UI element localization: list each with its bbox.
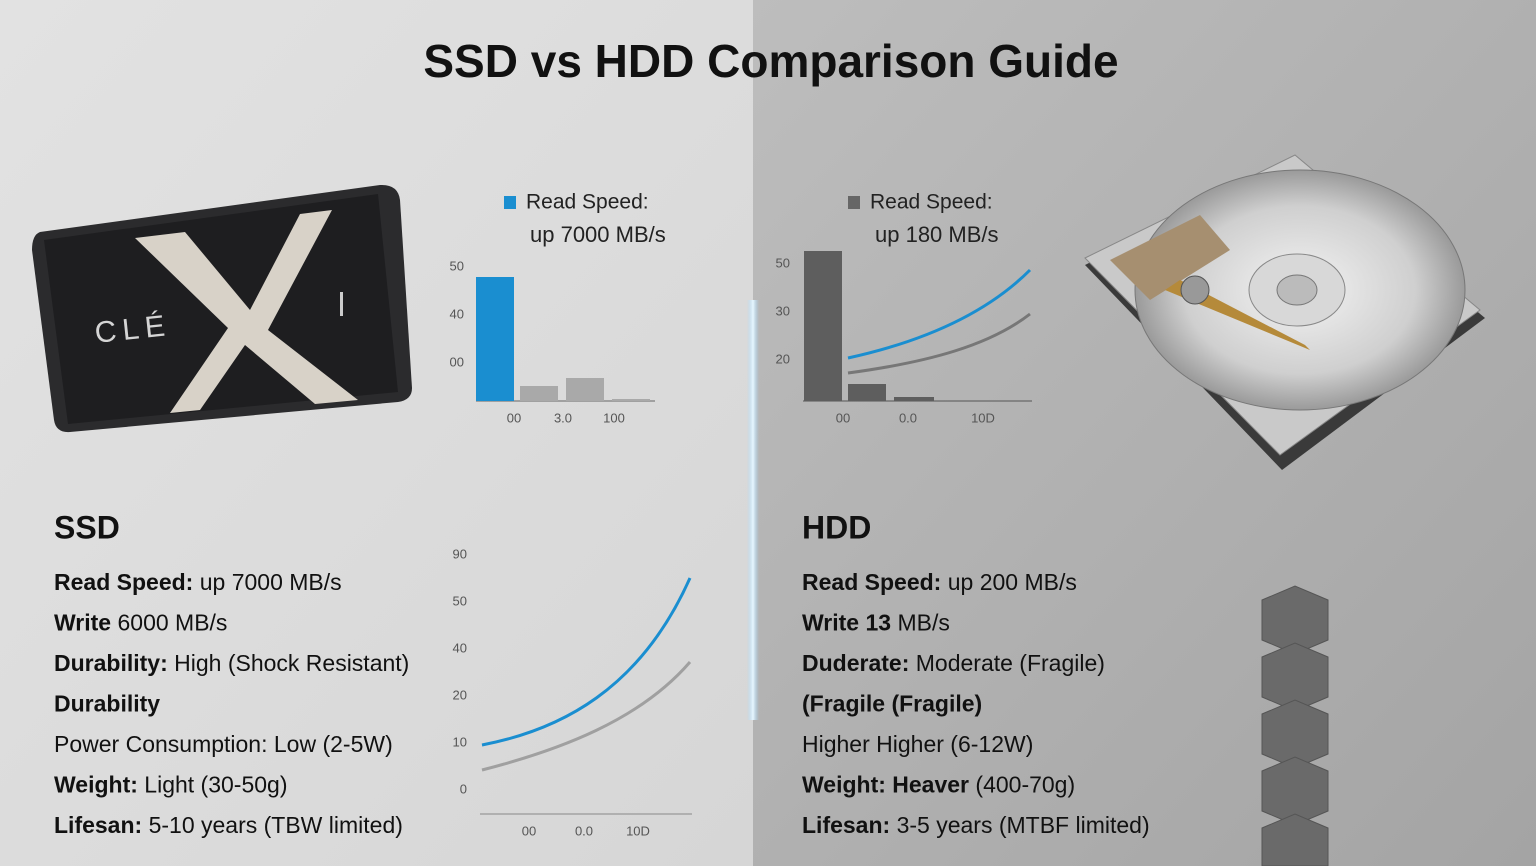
ssd-bottom-chart bbox=[480, 577, 692, 815]
tick-label: 40 bbox=[450, 306, 464, 321]
legend-label: Read Speed: bbox=[870, 191, 993, 214]
spec-label: Read Speed: bbox=[802, 569, 941, 595]
tick-label: 50 bbox=[776, 255, 790, 270]
svg-text:CLÉ: CLÉ bbox=[93, 309, 172, 350]
spec-value: 3-5 years (MTBF limited) bbox=[897, 812, 1150, 838]
tick-label: 00 bbox=[836, 410, 850, 425]
spec-line: Weight: Heaver (400-70g) bbox=[802, 772, 1075, 798]
tick-label: 40 bbox=[453, 640, 467, 655]
spec-value: High (Shock Resistant) bbox=[174, 650, 409, 676]
tick-label: 10D bbox=[626, 823, 650, 838]
tick-label: 00 bbox=[507, 410, 521, 425]
spec-label: (Fragile (Fragile) bbox=[802, 691, 982, 717]
hdd-illustration bbox=[1084, 154, 1485, 470]
spec-line: Read Speed: up 7000 MB/s bbox=[54, 569, 342, 595]
tick-label: 3.0 bbox=[554, 410, 572, 425]
spec-line: Power Consumption: Low (2-5W) bbox=[54, 731, 393, 757]
spec-line: Write 6000 MB/s bbox=[54, 610, 227, 636]
spec-label: Lifesan: bbox=[54, 812, 142, 838]
legend-label: Read Speed: bbox=[526, 191, 649, 214]
spec-value: Higher Higher (6-12W) bbox=[802, 731, 1033, 757]
spec-label: Write 13 bbox=[802, 610, 891, 636]
cube-stack bbox=[1261, 585, 1329, 866]
tick-label: 0.0 bbox=[899, 410, 917, 425]
tick-label: 0.0 bbox=[575, 823, 593, 838]
spec-line: Write 13 MB/s bbox=[802, 610, 950, 636]
spec-label: Weight: bbox=[54, 772, 138, 798]
spec-line: Lifesan: 3-5 years (MTBF limited) bbox=[802, 812, 1150, 838]
tick-label: 20 bbox=[453, 687, 467, 702]
legend-value: up 7000 MB/s bbox=[530, 222, 666, 247]
hdd-panel bbox=[753, 0, 1536, 866]
tick-label: 30 bbox=[776, 303, 790, 318]
spec-line: Lifesan: 5-10 years (TBW limited) bbox=[54, 812, 403, 838]
spec-line: Duderate: Moderate (Fragile) bbox=[802, 650, 1105, 676]
ssd-illustration: CLÉ bbox=[32, 184, 412, 433]
legend-value: up 180 MB/s bbox=[875, 222, 999, 247]
spec-value: Power Consumption: Low (2-5W) bbox=[54, 731, 393, 757]
spec-line: Weight: Light (30-50g) bbox=[54, 772, 288, 798]
tick-label: 10D bbox=[971, 410, 995, 425]
ssd-heading: SSD bbox=[54, 509, 120, 545]
spec-label: Write bbox=[54, 610, 111, 636]
tick-label: 0 bbox=[460, 781, 467, 796]
spec-label: Weight: Heaver bbox=[802, 772, 969, 798]
divider-glow bbox=[747, 300, 759, 720]
hdd-heading: HDD bbox=[802, 509, 871, 545]
spec-value: 5-10 years (TBW limited) bbox=[149, 812, 403, 838]
spec-value: Light (30-50g) bbox=[144, 772, 287, 798]
spec-label: Lifesan: bbox=[802, 812, 890, 838]
spec-line: Read Speed: up 200 MB/s bbox=[802, 569, 1077, 595]
spec-value: up 7000 MB/s bbox=[200, 569, 342, 595]
spec-line: Higher Higher (6-12W) bbox=[802, 731, 1033, 757]
tick-label: 20 bbox=[776, 351, 790, 366]
spec-value: up 200 MB/s bbox=[948, 569, 1077, 595]
spec-value: 6000 MB/s bbox=[117, 610, 227, 636]
tick-label: 10 bbox=[453, 734, 467, 749]
tick-label: 00 bbox=[522, 823, 536, 838]
spec-label: Duderate: bbox=[802, 650, 909, 676]
spec-line: (Fragile (Fragile) bbox=[802, 691, 982, 717]
spec-value: MB/s bbox=[897, 610, 949, 636]
spec-label: Read Speed: bbox=[54, 569, 193, 595]
spec-value: Moderate (Fragile) bbox=[916, 650, 1105, 676]
spec-line: Durability bbox=[54, 691, 160, 717]
spec-line: Durability: High (Shock Resistant) bbox=[54, 650, 409, 676]
title: SSD vs HDD Comparison Guide bbox=[423, 35, 1118, 87]
ssd-panel bbox=[0, 0, 753, 866]
spec-label: Durability: bbox=[54, 650, 168, 676]
tick-label: 100 bbox=[603, 410, 625, 425]
tick-label: 00 bbox=[450, 354, 464, 369]
spec-label: Durability bbox=[54, 691, 160, 717]
tick-label: 50 bbox=[450, 258, 464, 273]
hdd-top-chart: Read Speed: up 180 MB/s bbox=[803, 191, 1032, 402]
tick-label: 50 bbox=[453, 593, 467, 608]
ssd-top-chart: Read Speed: up 7000 MB/s bbox=[476, 191, 666, 402]
spec-value: (400-70g) bbox=[975, 772, 1075, 798]
tick-label: 90 bbox=[453, 546, 467, 561]
